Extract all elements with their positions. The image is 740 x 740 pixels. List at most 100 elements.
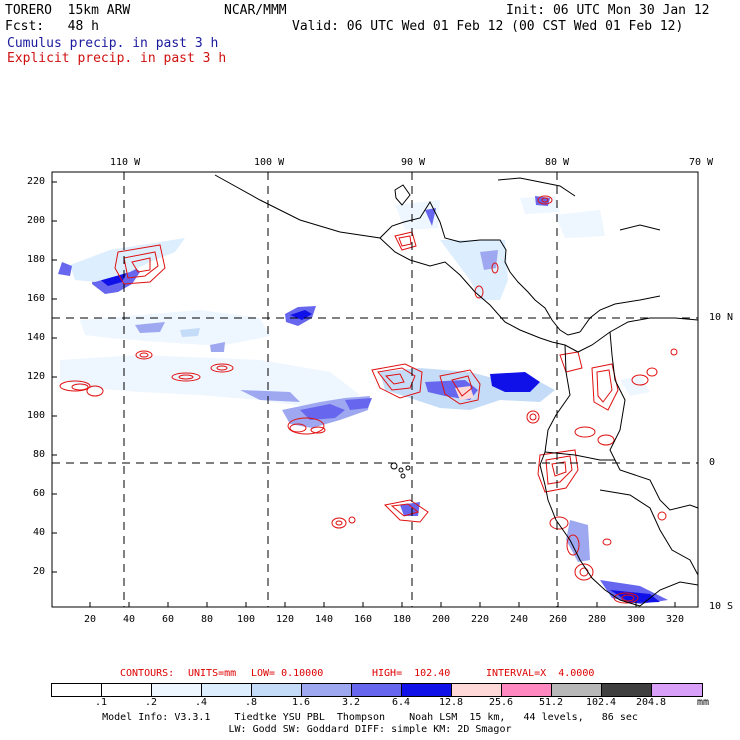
x-tick-label: 260 (549, 614, 568, 625)
contour (559, 351, 583, 373)
contour (545, 455, 573, 485)
lat-label: 0 (709, 457, 716, 468)
legend-swatch (552, 684, 602, 696)
legend-label: 25.6 (488, 697, 514, 708)
x-tick-label: 180 (393, 614, 412, 625)
legend-label: .8 (244, 697, 258, 708)
legend-label: .4 (194, 697, 208, 708)
x-tick-label: 280 (588, 614, 607, 625)
cumulus-area (210, 342, 225, 352)
legend-label: 12.8 (438, 697, 464, 708)
x-tick-label: 80 (201, 614, 214, 625)
legend-swatch (152, 684, 202, 696)
cumulus-area (300, 404, 345, 420)
contour (287, 417, 325, 435)
legend-swatch (652, 684, 702, 696)
contour (59, 380, 91, 392)
field-cumulus-precip: Cumulus precip. in past 3 h (7, 36, 219, 51)
coastline-colombia-north (579, 295, 661, 333)
contour (114, 244, 166, 285)
cumulus-area (240, 390, 300, 402)
coastline-island (394, 184, 411, 206)
contour (135, 350, 153, 360)
border-south (639, 581, 699, 607)
coastlines (214, 174, 699, 607)
y-tick-label: 100 (27, 410, 46, 421)
contour (537, 195, 553, 205)
map-frame (51, 171, 699, 608)
contour (171, 372, 201, 382)
legend-swatch (102, 684, 152, 696)
y-tick-label: 60 (33, 488, 46, 499)
legend-label: 204.8 (635, 697, 667, 708)
legend-swatch (502, 684, 552, 696)
legend-swatch (602, 684, 652, 696)
model-info: Model Info: V3.3.1 Tiedtke YSU PBL Thomp… (102, 712, 638, 723)
axis-ticks (52, 181, 676, 607)
contour (398, 235, 412, 247)
x-tick-label: 220 (471, 614, 490, 625)
legend-swatch (252, 684, 302, 696)
contour (331, 517, 347, 529)
contour (596, 369, 613, 403)
cumulus-area (70, 238, 185, 282)
contour (529, 413, 537, 421)
y-tick-label: 160 (27, 293, 46, 304)
legend-swatch (352, 684, 402, 696)
contour (131, 257, 151, 273)
y-tick-label: 220 (27, 176, 46, 187)
x-tick-label: 140 (315, 614, 334, 625)
cumulus-area (345, 398, 372, 410)
y-tick-label: 20 (33, 566, 46, 577)
island-galapagos (390, 462, 398, 470)
contour (591, 363, 619, 411)
x-tick-label: 200 (432, 614, 451, 625)
lat-label: 10 N (709, 312, 734, 323)
contour (597, 434, 615, 446)
contour (210, 363, 234, 373)
contour (178, 374, 194, 380)
legend-swatch (302, 684, 352, 696)
contour (579, 567, 589, 577)
y-tick-label: 80 (33, 449, 46, 460)
contour (86, 385, 104, 397)
contour (71, 383, 89, 391)
contour (335, 520, 343, 526)
contour (394, 231, 417, 251)
model-name: TORERO 15km ARW (5, 3, 131, 18)
cumulus-area (395, 200, 440, 230)
contour (310, 426, 326, 434)
contour (602, 538, 612, 546)
contour (541, 197, 549, 203)
y-tick-label: 180 (27, 254, 46, 265)
legend-label: mm (696, 697, 710, 708)
island-galapagos (398, 467, 404, 473)
coastline-cuba (497, 177, 576, 197)
valid-time: Valid: 06 UTC Wed 01 Feb 12 (00 CST Wed … (292, 19, 684, 34)
contour (670, 348, 678, 356)
border-ecuador (544, 451, 615, 461)
contour (216, 365, 228, 371)
cumulus-area (620, 376, 650, 396)
contour (348, 516, 356, 524)
contour (574, 563, 594, 581)
cumulus-area (80, 310, 270, 346)
lon-label: 90 W (401, 157, 426, 168)
x-tick-label: 300 (627, 614, 646, 625)
lat-label: 10 S (709, 601, 734, 612)
legend-swatch (452, 684, 502, 696)
coastline-south-america-west (539, 344, 641, 607)
contour (574, 426, 596, 438)
y-tick-label: 140 (27, 332, 46, 343)
contour (549, 516, 569, 530)
contour (566, 534, 580, 556)
y-tick-label: 200 (27, 215, 46, 226)
coastline-caribbean (379, 200, 581, 336)
organization: NCAR/MMM (224, 3, 287, 18)
contour (631, 374, 649, 386)
contour (139, 352, 149, 358)
x-tick-label: 100 (237, 614, 256, 625)
x-tick-label: 40 (123, 614, 136, 625)
legend-label: 3.2 (341, 697, 361, 708)
